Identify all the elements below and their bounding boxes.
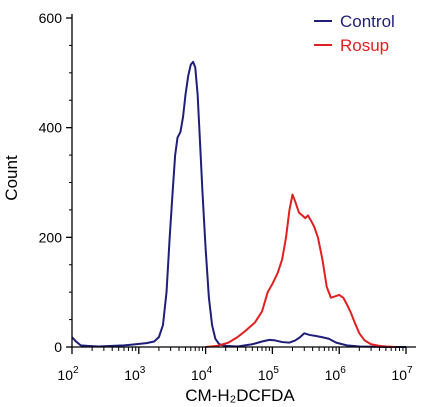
x-tick-label: 107: [391, 365, 413, 383]
series-layer: [71, 60, 406, 348]
legend-label-rosup: Rosup: [340, 36, 389, 55]
legend-label-control: Control: [340, 12, 395, 31]
y-axis-title: Count: [2, 155, 21, 201]
y-tick-label: 0: [54, 339, 62, 355]
x-tick-label: 102: [57, 365, 79, 383]
y-tick-label: 200: [39, 229, 63, 245]
y-tick-label: 400: [39, 120, 63, 136]
x-tick-label: 103: [124, 365, 146, 383]
x-tick-label: 104: [191, 365, 213, 383]
series-line-control: [71, 60, 406, 348]
axes-layer: 0 200 400 600 102 103 104 105 106 107: [39, 10, 416, 383]
series-line-rosup: [205, 193, 396, 348]
x-tick-label: 106: [325, 365, 347, 383]
y-tick-label: 600: [39, 10, 63, 26]
x-tick-label: 105: [258, 365, 280, 383]
legend: Control Rosup: [314, 12, 395, 55]
x-axis-title: CM-H₂DCFDA: [185, 386, 295, 405]
